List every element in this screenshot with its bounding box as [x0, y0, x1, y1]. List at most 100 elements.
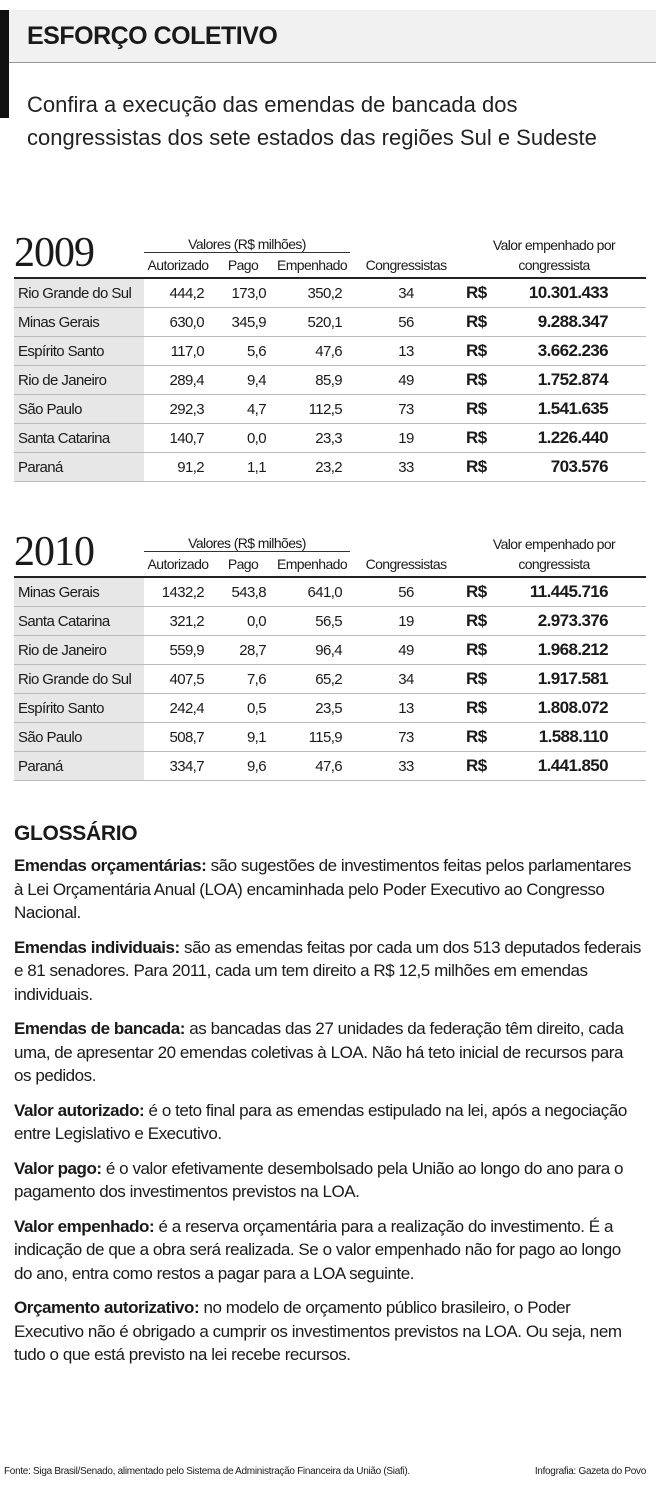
cell: Paraná	[14, 452, 144, 482]
value-header: Valor empenhado por congressista	[462, 527, 647, 578]
cell: São Paulo	[14, 394, 144, 424]
cell: 345,9	[212, 307, 274, 337]
column-header: Empenhado	[274, 252, 351, 279]
cell: R$	[462, 452, 497, 482]
glossary-text: é a reserva orçamentária para a realizaç…	[14, 1216, 621, 1283]
accent-bar	[0, 10, 9, 118]
table-row: Rio de Janeiro 559,9 28,7 96,4 49 R$ 1.968.212	[14, 635, 647, 665]
cell: Santa Catarina	[14, 606, 144, 636]
header-row: Autorizado Pago Empenhado Congressistas	[14, 252, 646, 279]
glossary-term: Valor empenhado:	[14, 1216, 155, 1236]
group-header: Valores (R$ milhões)	[144, 527, 351, 552]
glossary: GLOSSÁRIO Emendas orçamentárias: são sug…	[14, 822, 642, 1378]
cell: 242,4	[144, 693, 212, 723]
table: 2009 Valores (R$ milhões) Valor empenhado …	[14, 228, 647, 482]
cell: R$	[462, 365, 497, 395]
cell: 9,4	[212, 365, 274, 395]
cell: 0,0	[212, 606, 274, 636]
cell: R$	[462, 307, 497, 337]
footer: Fonte: Siga Brasil/Senado, alimentado pe…	[4, 1466, 646, 1477]
cell: R$	[462, 664, 497, 694]
cell: Santa Catarina	[14, 423, 144, 453]
cell: R$	[462, 635, 497, 665]
glossary-item: Valor empenhado: é a reserva orçamentári…	[14, 1215, 642, 1286]
glossary-term: Emendas orçamentárias:	[14, 856, 207, 875]
cell: 56,5	[274, 606, 351, 636]
cell: 140,7	[144, 423, 212, 453]
table-row: Rio Grande do Sul 407,5 7,6 65,2 34 R$ 1.917.5…	[14, 664, 647, 694]
glossary-title: GLOSSÁRIO	[14, 822, 138, 845]
subtitle: Confira a execução das emendas de bancad…	[27, 92, 597, 150]
table-row: Santa Catarina 321,2 0,0 56,5 19 R$ 2.973.376	[14, 606, 647, 636]
cell: 23,3	[274, 423, 351, 453]
cell: 28,7	[212, 635, 274, 665]
table-row: Paraná 91,2 1,1 23,2 33 R$ 703.576	[14, 452, 647, 482]
cell: 630,0	[144, 307, 212, 337]
cell: 112,5	[274, 394, 351, 424]
cell: 96,4	[274, 635, 351, 665]
cell: R$	[462, 278, 497, 308]
glossary-item: Valor pago: é o valor efetivamente desem…	[14, 1157, 642, 1204]
cell: 65,2	[274, 664, 351, 694]
cell: 5,6	[212, 336, 274, 366]
cell: Espírito Santo	[14, 336, 144, 366]
source: Fonte: Siga Brasil/Senado, alimentado pe…	[4, 1466, 410, 1477]
cell: 1.226.440	[496, 423, 647, 453]
cell: 9,6	[212, 751, 274, 781]
cell: 289,4	[144, 365, 212, 395]
cell: 1,1	[212, 452, 274, 482]
glossary-term: Emendas individuais:	[14, 937, 180, 957]
cell: 11.445.716	[496, 577, 647, 607]
cell: 2.973.376	[496, 606, 647, 636]
cell: 3.662.236	[496, 336, 647, 366]
cell: 173,0	[212, 278, 274, 308]
table-row: Rio de Janeiro 289,4 9,4 85,9 49 R$ 1.752.874	[14, 365, 647, 395]
cell: 23,2	[274, 452, 351, 482]
table-row: São Paulo 508,7 9,1 115,9 73 R$ 1.588.110	[14, 722, 647, 752]
column-header: Autorizado	[144, 551, 212, 578]
cell: 641,0	[274, 577, 351, 607]
cell: R$	[462, 336, 497, 366]
cell: 559,9	[144, 635, 212, 665]
spacer	[350, 527, 462, 552]
cell: 407,5	[144, 664, 212, 694]
cell: 73	[350, 394, 463, 424]
cell: 334,7	[144, 751, 212, 781]
cell: 56	[350, 307, 463, 337]
cell: 85,9	[274, 365, 351, 395]
cell: 321,2	[144, 606, 212, 636]
cell: 1.441.850	[496, 751, 647, 781]
cell: R$	[462, 423, 497, 453]
glossary-text: são as emendas feitas por cada um dos 51…	[14, 937, 641, 1004]
cell: São Paulo	[14, 722, 144, 752]
header-row: 2010 Valores (R$ milhões) Valor empenhado …	[14, 527, 647, 578]
year: 2009	[14, 228, 144, 279]
cell: 1.808.072	[496, 693, 647, 723]
column-header: Congressistas	[350, 252, 463, 279]
cell: 520,1	[274, 307, 351, 337]
cell: Rio de Janeiro	[14, 635, 144, 665]
cell: Rio de Janeiro	[14, 365, 144, 395]
cell: 19	[350, 423, 463, 453]
title: ESFORÇO COLETIVO	[27, 22, 278, 50]
glossary-item: Valor autorizado: é o teto final para as…	[14, 1099, 642, 1146]
cell: 508,7	[144, 722, 212, 752]
glossary-item: Emendas orçamentárias: são sugestões de …	[14, 854, 642, 925]
cell: 33	[350, 452, 463, 482]
cell: Minas Gerais	[14, 577, 144, 607]
cell: 47,6	[274, 751, 351, 781]
table-row: Minas Gerais 630,0 345,9 520,1 56 R$ 9.288.347	[14, 307, 647, 337]
header-row: Autorizado Pago Empenhado Congressistas	[14, 551, 646, 578]
cell: 543,8	[212, 577, 274, 607]
cell: 1.917.581	[496, 664, 647, 694]
cell: 34	[350, 278, 463, 308]
column-header: Pago	[212, 252, 274, 279]
column-header: Empenhado	[274, 551, 351, 578]
cell: R$	[462, 606, 497, 636]
table: 2010 Valores (R$ milhões) Valor empenhado …	[14, 527, 647, 781]
value-header: Valor empenhado por congressista	[462, 228, 647, 279]
title-band: ESFORÇO COLETIVO	[9, 10, 656, 63]
cell: Rio Grande do Sul	[14, 664, 144, 694]
cell: 115,9	[274, 722, 351, 752]
cell: 444,2	[144, 278, 212, 308]
